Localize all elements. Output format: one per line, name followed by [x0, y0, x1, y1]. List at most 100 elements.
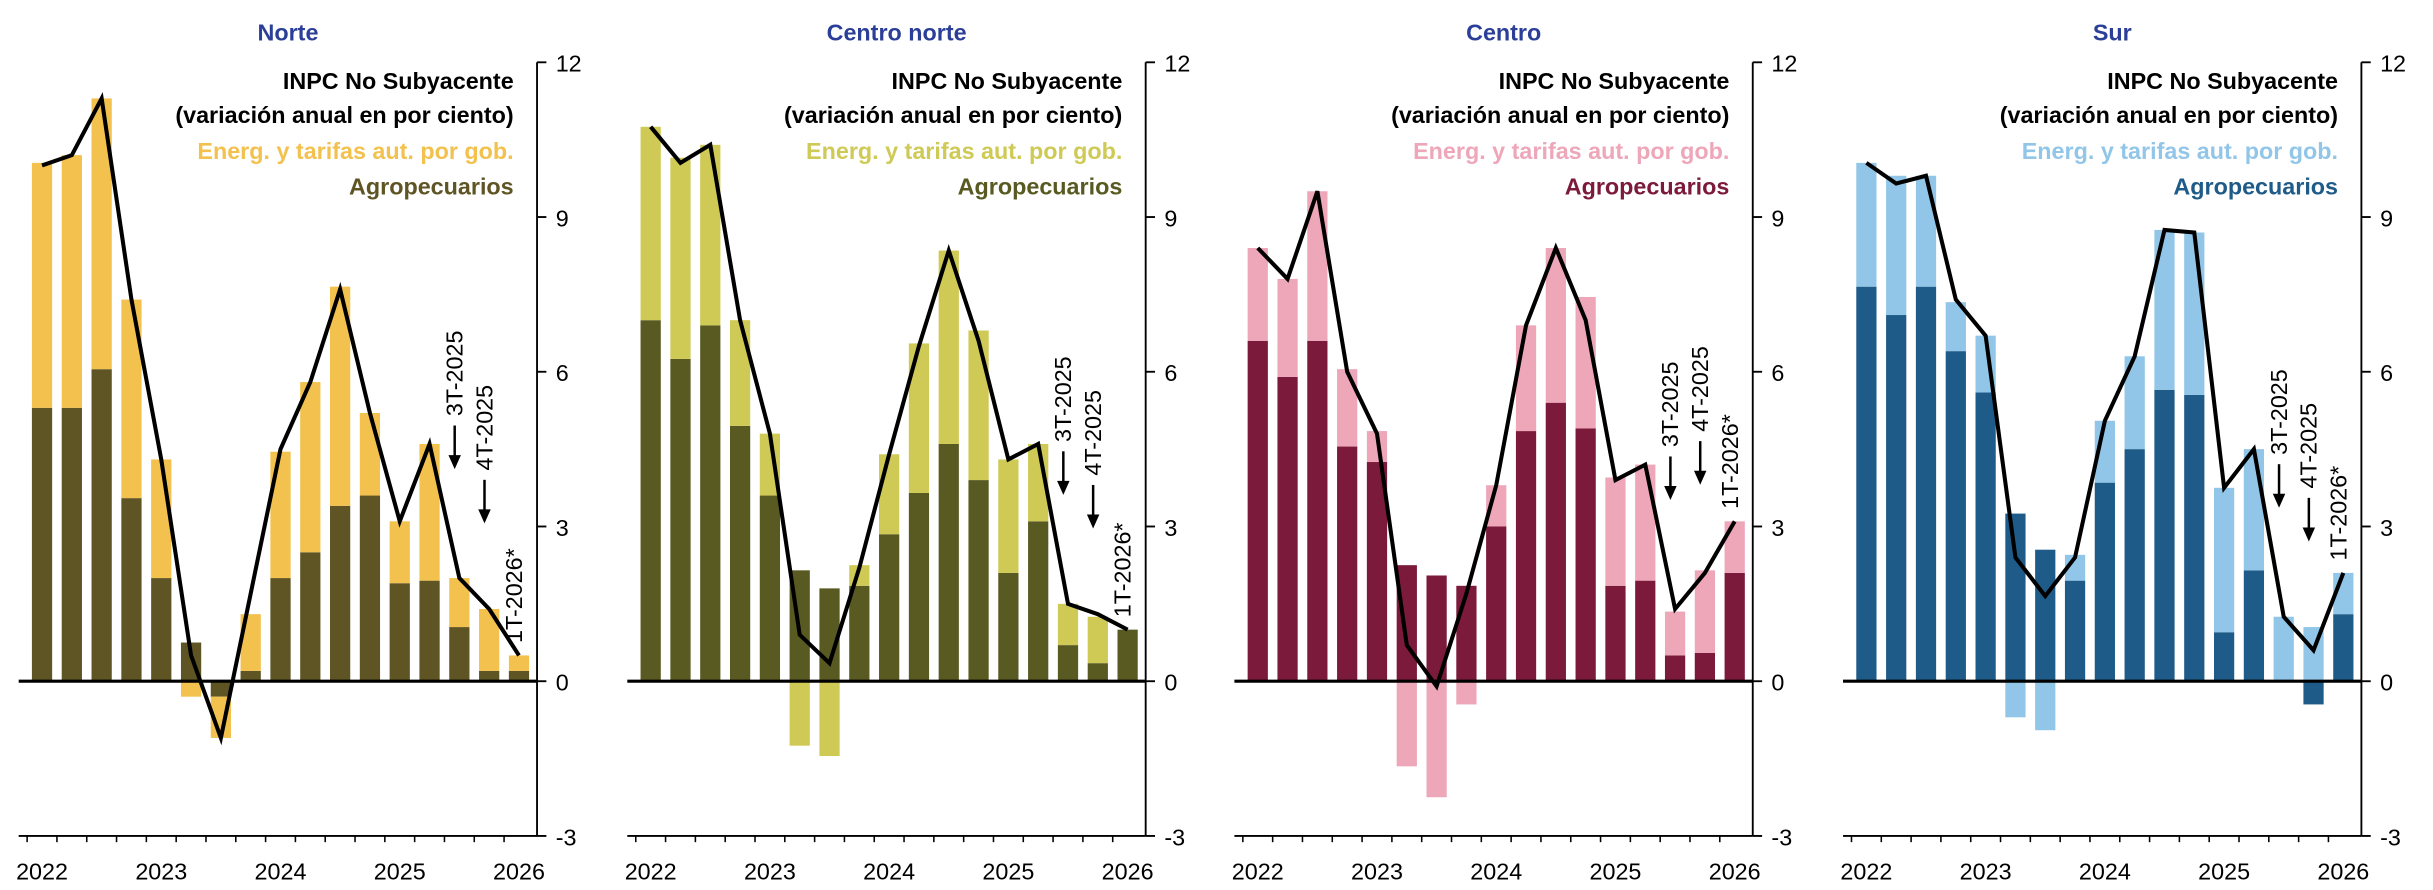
annotation: 3T-2025	[441, 331, 467, 417]
legend-entry: INPC No Subyacente	[283, 68, 514, 94]
bar	[1087, 616, 1108, 664]
x-tick-label: 2024	[1470, 859, 1522, 885]
bar	[121, 498, 142, 682]
bar	[729, 320, 751, 426]
bar	[270, 578, 291, 682]
bar	[2154, 389, 2175, 682]
y-tick-label: 12	[556, 51, 582, 77]
y-tick-label: 6	[556, 360, 569, 386]
bar	[151, 578, 172, 682]
x-tick-label: 2024	[2079, 859, 2131, 885]
x-tick-label: 2025	[1590, 859, 1642, 885]
line-series	[649, 125, 1129, 667]
bar	[419, 580, 440, 682]
bar	[998, 459, 1019, 573]
bar	[640, 126, 661, 321]
bar	[2184, 232, 2205, 395]
bar	[1486, 485, 1507, 527]
annotation-arrowhead	[1057, 480, 1070, 495]
bar	[1664, 655, 1686, 682]
bar	[1307, 340, 1328, 682]
bar	[2213, 632, 2235, 682]
x-tick-label: 2024	[255, 859, 307, 885]
x-tick-label: 2022	[1232, 859, 1284, 885]
annotation-arrowhead	[1086, 514, 1100, 529]
legend-entry: Energ. y tarifas aut. por gob.	[1413, 138, 1729, 164]
bar	[61, 407, 82, 682]
bar	[2333, 614, 2354, 682]
x-tick-label: 2026	[493, 859, 545, 885]
bar	[1635, 464, 1656, 581]
x-tick-label: 2022	[625, 859, 677, 885]
y-tick-label: 12	[2380, 51, 2406, 77]
bar	[1635, 580, 1656, 682]
y-tick-label: 3	[1164, 515, 1177, 541]
annotation: 1T-2026*	[2325, 466, 2351, 561]
bar	[270, 451, 291, 579]
bar	[968, 330, 989, 481]
bar	[1605, 585, 1626, 682]
bar	[938, 250, 959, 444]
panel: Norte INPC No Subyacente (variación anual …	[16, 20, 582, 885]
bar	[2035, 681, 2056, 731]
y-tick-label: 9	[1164, 205, 1177, 231]
bar	[508, 655, 530, 671]
bar	[1486, 526, 1507, 682]
y-tick-label: 6	[1771, 360, 1784, 386]
bar	[1337, 369, 1358, 447]
bar	[1545, 247, 1566, 403]
bar	[1277, 278, 1298, 377]
bar	[1694, 652, 1716, 682]
y-tick-label: 6	[1164, 360, 1177, 386]
legend-note: (variación anual en por ciento)	[1391, 102, 1729, 128]
legend-entry: Energ. y tarifas aut. por gob.	[2022, 138, 2338, 164]
y-tick-label: -3	[556, 824, 577, 850]
legend-entry: INPC No Subyacente	[892, 68, 1123, 94]
bar	[1515, 325, 1537, 432]
bar	[1515, 431, 1537, 682]
y-tick-label: 9	[2380, 205, 2393, 231]
legend-note: (variación anual en por ciento)	[2000, 102, 2338, 128]
bar	[2154, 229, 2175, 390]
x-tick-label: 2024	[863, 859, 915, 885]
bar	[938, 443, 959, 682]
bar	[1886, 315, 1907, 682]
bar	[240, 670, 261, 682]
bar	[479, 609, 500, 671]
y-tick-label: -3	[1164, 824, 1185, 850]
bar	[879, 534, 900, 682]
x-tick-label: 2023	[1960, 859, 2012, 885]
x-tick-label: 2026	[1709, 859, 1761, 885]
bar	[1605, 477, 1626, 586]
y-tick-label: -3	[2380, 824, 2401, 850]
bar	[31, 407, 53, 682]
bar	[2243, 449, 2265, 571]
bar	[330, 505, 351, 682]
bar	[2184, 394, 2205, 682]
panel-title: Centro	[1466, 20, 1541, 46]
line-series	[1865, 161, 2346, 655]
bar	[879, 454, 900, 535]
legend-entry: Agropecuarios	[1565, 174, 1730, 200]
x-tick-label: 2023	[1351, 859, 1403, 885]
bar	[1057, 645, 1079, 682]
x-tick-label: 2025	[982, 859, 1034, 885]
bar	[449, 578, 470, 628]
annotation: 3T-2025	[2266, 369, 2292, 455]
bar	[1396, 681, 1417, 767]
bar	[700, 144, 721, 326]
bar	[1456, 681, 1477, 705]
bar	[389, 583, 410, 682]
bar	[180, 681, 202, 697]
bar	[61, 155, 82, 408]
y-tick-label: -3	[1771, 824, 1792, 850]
annotation-arrowhead	[2302, 527, 2316, 542]
panel-title: Centro norte	[827, 20, 967, 46]
bar	[2303, 681, 2324, 705]
x-tick-label: 2022	[1840, 859, 1892, 885]
bar	[1247, 340, 1268, 682]
bar	[1724, 572, 1745, 682]
panel: Centro INPC No Subyacente (variación anual…	[1232, 20, 1798, 885]
y-tick-label: 3	[1771, 515, 1784, 541]
bar	[1945, 351, 1966, 682]
